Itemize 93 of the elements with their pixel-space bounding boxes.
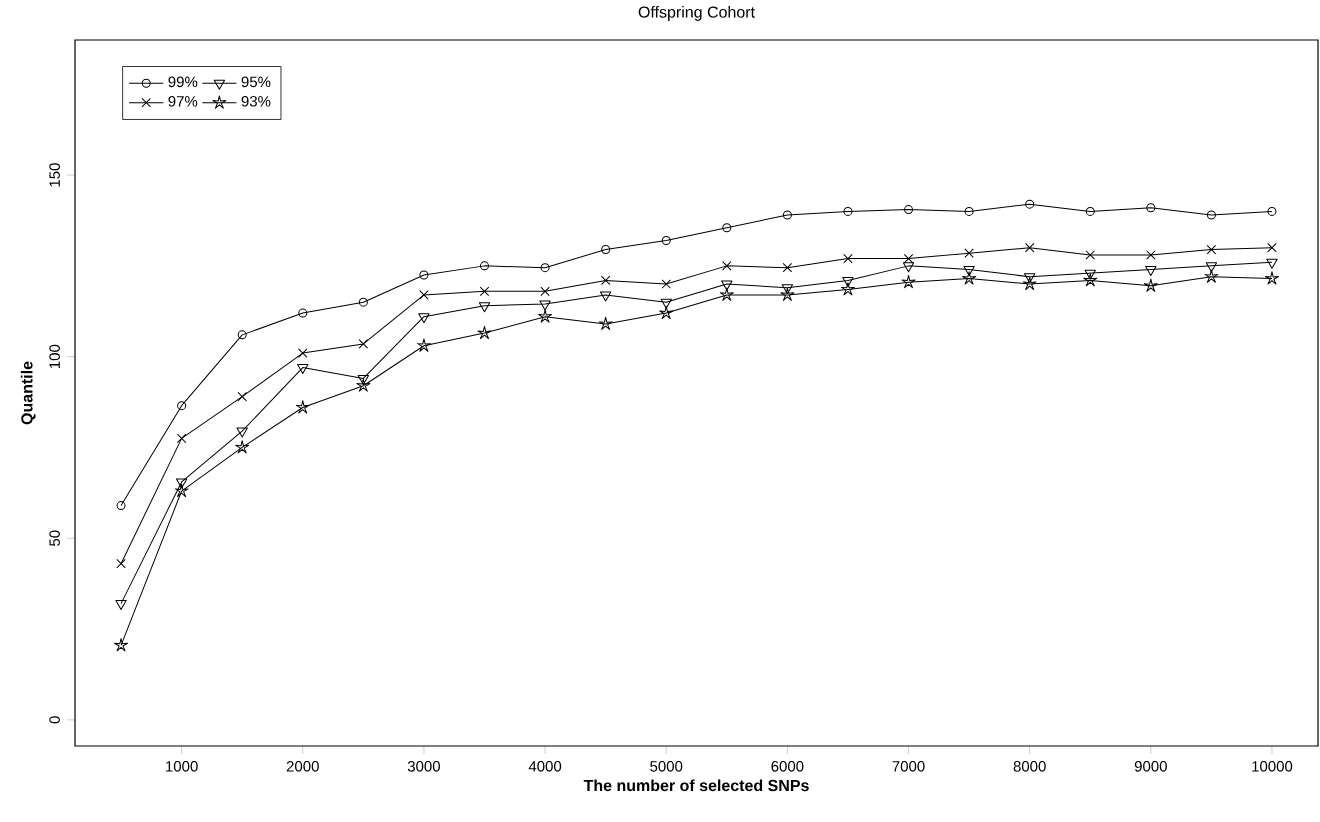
point (902, 262, 915, 273)
point (1143, 278, 1158, 292)
point (1024, 242, 1035, 253)
point (174, 483, 189, 498)
x-tick-label: 10000 (1252, 761, 1293, 772)
point (1145, 266, 1157, 276)
point (540, 263, 550, 273)
legend-label: 99% (168, 76, 198, 88)
point (419, 270, 429, 280)
point (1266, 258, 1278, 269)
point (479, 286, 490, 297)
point (116, 558, 126, 569)
x-tick-label: 2000 (286, 761, 319, 772)
point (722, 223, 732, 233)
point (1265, 271, 1279, 285)
point (236, 427, 248, 438)
point (358, 339, 369, 349)
point (598, 316, 613, 330)
y-tick-label: 0 (49, 716, 60, 724)
point (722, 261, 732, 271)
x-tick-label: 8000 (1013, 761, 1046, 772)
point (295, 400, 310, 414)
x-tick-label: 4000 (528, 761, 562, 772)
point (358, 297, 368, 307)
point (599, 291, 612, 302)
point (903, 253, 914, 264)
point (1206, 210, 1216, 220)
point (116, 501, 126, 511)
point (480, 261, 489, 271)
point (237, 330, 247, 340)
x-tick-label: 6000 (771, 761, 804, 772)
point (1085, 250, 1095, 260)
point (1206, 244, 1217, 255)
point (478, 302, 491, 313)
y-tick-label: 100 (49, 344, 60, 369)
point (1267, 242, 1277, 253)
x-tick-label: 3000 (407, 761, 441, 772)
point (416, 338, 431, 352)
chart-title: Offspring Cohort (638, 5, 755, 21)
point (1025, 199, 1035, 209)
point (904, 205, 914, 215)
point (601, 245, 611, 255)
point (962, 271, 977, 285)
point (1022, 276, 1037, 291)
point (661, 235, 671, 245)
point (235, 440, 250, 454)
point (297, 364, 309, 375)
point (840, 282, 855, 296)
x-tick-label: 5000 (650, 761, 683, 772)
point (661, 279, 671, 289)
x-tick-label: 1000 (166, 761, 198, 772)
point (600, 275, 611, 286)
legend-label: 97% (168, 95, 198, 107)
point (477, 325, 492, 340)
point (357, 374, 370, 385)
point (1267, 206, 1277, 216)
point (843, 206, 853, 216)
point (419, 290, 429, 300)
y-tick-label: 50 (49, 530, 60, 546)
point (1083, 273, 1098, 287)
point (418, 313, 430, 324)
legend-label: 95% (241, 76, 271, 88)
point (843, 253, 853, 264)
point (356, 378, 371, 392)
point (1023, 273, 1036, 284)
point (175, 478, 188, 489)
point (780, 287, 795, 301)
y-tick-label: 150 (49, 163, 60, 187)
point (842, 276, 854, 287)
point (964, 206, 974, 216)
x-tick-label: 7000 (892, 761, 925, 772)
point (176, 433, 187, 444)
point (1084, 269, 1096, 280)
point (782, 262, 793, 273)
point (1146, 203, 1156, 213)
point (114, 638, 129, 652)
point (964, 248, 974, 258)
point (237, 391, 247, 402)
point (177, 401, 187, 411)
legend-label: 93% (241, 95, 271, 107)
point (901, 274, 916, 289)
point (298, 308, 308, 318)
point (115, 600, 127, 611)
point (1085, 206, 1095, 216)
y-axis-title: Quantile (20, 361, 36, 425)
point (781, 284, 794, 295)
point (540, 286, 550, 297)
point (298, 348, 308, 358)
point (782, 210, 792, 220)
point (1146, 250, 1156, 260)
x-axis-title: The number of selected SNPs (583, 779, 809, 792)
point (963, 266, 975, 276)
x-tick-label: 9000 (1134, 761, 1167, 772)
